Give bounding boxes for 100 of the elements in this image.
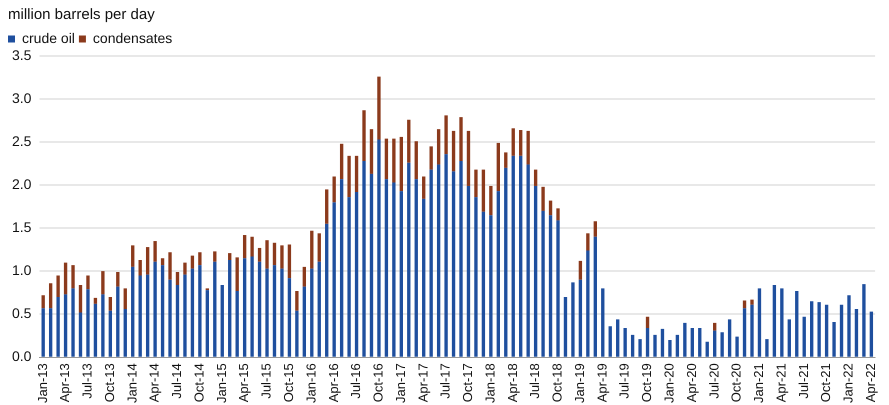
x-tick-label: Jan-20 (662, 363, 676, 403)
bar (206, 290, 210, 357)
x-tick-label: Apr-19 (594, 363, 610, 402)
bar (586, 233, 590, 251)
bar (676, 334, 680, 357)
bar (436, 164, 440, 357)
bar (653, 334, 657, 357)
bar (138, 260, 142, 276)
bar (638, 339, 642, 357)
bar (392, 138, 396, 183)
bar (728, 319, 732, 357)
bar (840, 304, 844, 357)
bar (519, 156, 522, 357)
bar (765, 339, 769, 357)
bar (519, 130, 522, 156)
bar (183, 274, 187, 357)
x-tick-label: Oct-19 (639, 363, 654, 402)
bar (720, 332, 724, 357)
x-tick-label: Jul-14 (169, 363, 184, 399)
y-tick-label: 2.0 (12, 176, 32, 192)
bar (64, 262, 68, 294)
bar (578, 260, 582, 280)
bar (548, 215, 552, 357)
bar (198, 265, 202, 357)
bar (422, 176, 426, 199)
bar (817, 302, 821, 357)
bar (302, 266, 306, 287)
bar (683, 322, 687, 357)
bar (318, 233, 321, 262)
x-tick-label: Apr-18 (504, 363, 520, 402)
y-tick-label: 1.5 (12, 219, 32, 236)
bar (108, 310, 112, 357)
bar (340, 179, 344, 357)
x-tick-label: Jul-21 (796, 363, 811, 399)
x-tick-label: Jan-22 (840, 363, 856, 403)
x-tick-label: Jul-20 (706, 363, 722, 399)
bar (690, 328, 694, 357)
bar (108, 297, 112, 311)
bar (564, 297, 568, 357)
x-tick-label: Oct-20 (728, 363, 744, 402)
bar (504, 168, 508, 357)
bar (824, 304, 828, 357)
bar (48, 308, 52, 357)
bar (302, 286, 306, 357)
bar (795, 290, 798, 357)
x-tick-label: Jan-21 (751, 363, 766, 403)
bar (213, 251, 216, 262)
bar (429, 146, 433, 170)
bar (504, 152, 508, 168)
bar (534, 170, 538, 186)
bar (362, 110, 366, 162)
bar (213, 262, 216, 357)
x-tick-label: Apr-16 (326, 363, 341, 402)
bar (265, 240, 269, 269)
x-tick-label: Jan-18 (482, 363, 498, 403)
bar (414, 141, 418, 180)
bar (452, 130, 456, 172)
bar (400, 191, 404, 357)
bar (116, 272, 120, 287)
bar (116, 286, 120, 357)
y-tick-label: 2.5 (12, 132, 32, 149)
bar (168, 252, 172, 280)
x-tick-label: Apr-22 (862, 363, 878, 402)
bar (713, 330, 716, 357)
bar (138, 275, 142, 357)
legend-label: condensates (92, 30, 172, 46)
x-tick-label: Apr-20 (684, 363, 699, 402)
bar (616, 319, 620, 357)
x-tick-label: Jan-17 (392, 363, 408, 403)
bar (668, 340, 672, 357)
bar (534, 186, 538, 357)
x-tick-label: Apr-14 (146, 363, 162, 402)
y-axis-title: million barrels per day (8, 6, 155, 23)
bar (512, 128, 515, 156)
bar (236, 257, 239, 291)
x-tick-label: Jul-19 (616, 363, 632, 399)
bar (436, 129, 440, 164)
bar (512, 156, 515, 357)
bar (713, 322, 716, 331)
bar (198, 252, 202, 266)
bar (340, 144, 344, 180)
x-tick-label: Apr-17 (415, 363, 430, 402)
bar (71, 265, 75, 288)
bar (706, 342, 709, 357)
bar (71, 288, 75, 357)
bar (295, 290, 299, 311)
bar (310, 230, 314, 269)
bar (444, 115, 448, 154)
x-tick-label: Jul-15 (258, 363, 274, 399)
bar (384, 179, 388, 357)
bar (541, 210, 545, 357)
bar (646, 328, 650, 357)
bar (288, 244, 292, 278)
x-tick-label: Jul-17 (438, 363, 453, 399)
bar (370, 129, 374, 174)
bar (124, 288, 127, 310)
bar (280, 268, 284, 357)
bar (526, 130, 530, 164)
bar (94, 298, 98, 304)
bar (407, 162, 410, 357)
